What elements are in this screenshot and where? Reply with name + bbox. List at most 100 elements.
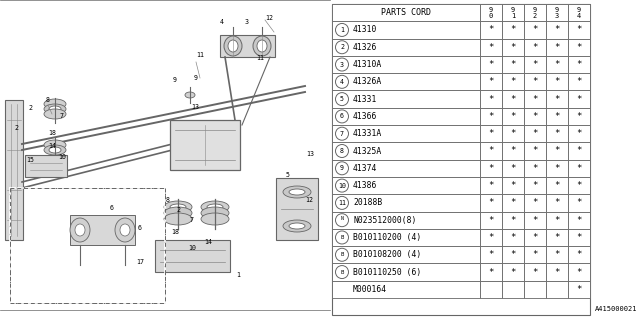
Text: 5: 5 — [286, 172, 290, 178]
Text: *: * — [488, 164, 493, 173]
Circle shape — [335, 248, 349, 261]
Text: 11: 11 — [196, 52, 204, 58]
Text: 9: 9 — [194, 75, 198, 81]
Text: 2: 2 — [28, 105, 32, 111]
Text: *: * — [488, 268, 493, 276]
Text: *: * — [554, 233, 560, 242]
Text: *: * — [532, 129, 538, 138]
Text: *: * — [532, 198, 538, 207]
Text: *: * — [532, 95, 538, 104]
Circle shape — [335, 75, 349, 88]
Text: *: * — [488, 26, 493, 35]
Text: 12: 12 — [265, 15, 273, 21]
Bar — [502, 91, 524, 108]
Text: *: * — [510, 250, 516, 259]
Bar — [480, 194, 502, 212]
Bar — [502, 212, 524, 229]
Bar — [546, 263, 568, 281]
Bar — [25, 155, 67, 177]
Text: 10: 10 — [188, 245, 196, 251]
Bar — [480, 229, 502, 246]
Text: B010110250 (6): B010110250 (6) — [353, 268, 421, 276]
Text: *: * — [532, 112, 538, 121]
Bar — [502, 21, 524, 39]
Bar — [524, 212, 546, 229]
Text: *: * — [510, 147, 516, 156]
Ellipse shape — [164, 201, 192, 213]
Text: *: * — [576, 164, 582, 173]
Bar — [524, 194, 546, 212]
Ellipse shape — [224, 36, 242, 56]
Text: *: * — [576, 233, 582, 242]
Bar — [568, 4, 590, 21]
Text: *: * — [576, 95, 582, 104]
Bar — [502, 125, 524, 142]
Text: *: * — [554, 147, 560, 156]
Bar — [480, 4, 502, 21]
Text: 7: 7 — [340, 131, 344, 137]
Text: *: * — [576, 112, 582, 121]
Text: *: * — [510, 233, 516, 242]
Text: 6: 6 — [340, 113, 344, 119]
Bar — [524, 39, 546, 56]
Text: 41374: 41374 — [353, 164, 378, 173]
Bar — [480, 21, 502, 39]
Text: 10: 10 — [338, 183, 346, 188]
Bar — [546, 73, 568, 91]
Bar — [332, 263, 480, 281]
Bar — [332, 91, 480, 108]
Bar — [568, 125, 590, 142]
Ellipse shape — [44, 145, 66, 155]
Text: 17: 17 — [136, 259, 144, 265]
Text: 2: 2 — [176, 207, 180, 213]
Ellipse shape — [185, 92, 195, 98]
Bar — [568, 91, 590, 108]
Text: A415000021: A415000021 — [595, 306, 637, 312]
Text: *: * — [488, 181, 493, 190]
Bar — [546, 4, 568, 21]
Text: 41326: 41326 — [353, 43, 378, 52]
Text: B: B — [340, 235, 344, 240]
Text: PARTS CORD: PARTS CORD — [381, 8, 431, 17]
Bar — [480, 142, 502, 160]
Text: *: * — [576, 26, 582, 35]
Text: *: * — [554, 95, 560, 104]
Bar — [332, 4, 590, 315]
Text: *: * — [510, 198, 516, 207]
Bar — [480, 39, 502, 56]
Text: 14: 14 — [204, 239, 212, 245]
Bar — [524, 21, 546, 39]
Text: 41310A: 41310A — [353, 60, 382, 69]
Circle shape — [335, 179, 349, 192]
Text: 9: 9 — [173, 77, 177, 83]
Text: 6: 6 — [138, 225, 142, 231]
Bar — [502, 194, 524, 212]
Bar — [332, 73, 480, 91]
Text: *: * — [554, 26, 560, 35]
Bar — [170, 120, 240, 170]
Text: 41386: 41386 — [353, 181, 378, 190]
Text: 13: 13 — [191, 104, 199, 110]
Ellipse shape — [253, 36, 271, 56]
Bar — [524, 160, 546, 177]
Text: 41326A: 41326A — [353, 77, 382, 86]
Text: 1: 1 — [236, 272, 240, 278]
Text: *: * — [488, 60, 493, 69]
Bar — [332, 212, 480, 229]
Text: *: * — [576, 250, 582, 259]
Bar — [70, 215, 135, 245]
Text: *: * — [488, 198, 493, 207]
Text: 3: 3 — [245, 19, 249, 25]
Text: 2: 2 — [340, 44, 344, 50]
Text: 15: 15 — [26, 157, 34, 163]
Text: 9
2: 9 2 — [533, 7, 537, 19]
Text: 2: 2 — [14, 125, 18, 131]
Ellipse shape — [283, 220, 311, 232]
Bar — [546, 281, 568, 298]
Text: *: * — [554, 250, 560, 259]
Bar — [502, 229, 524, 246]
Text: *: * — [510, 60, 516, 69]
Text: *: * — [532, 181, 538, 190]
Text: 4: 4 — [340, 79, 344, 85]
Bar — [546, 21, 568, 39]
